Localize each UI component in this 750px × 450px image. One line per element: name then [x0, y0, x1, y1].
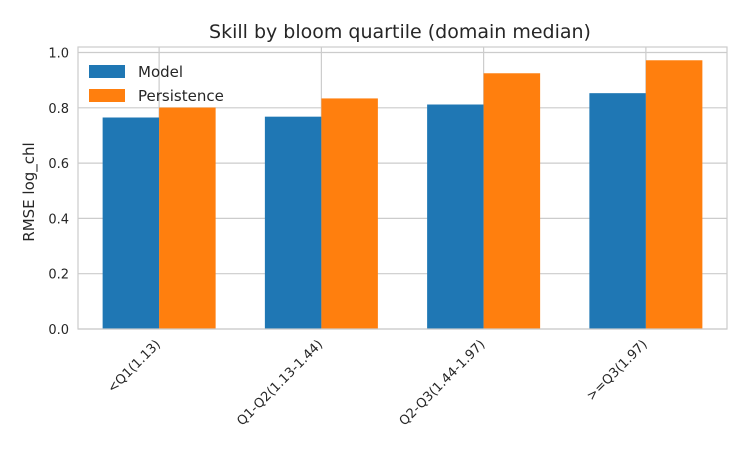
bar-model-3 [589, 93, 646, 329]
chart-title: Skill by bloom quartile (domain median) [209, 21, 591, 43]
bar-model-1 [264, 116, 322, 329]
bar-persistence-3 [645, 60, 703, 329]
y-tick-label: 0.8 [48, 102, 69, 117]
x-tick-label: >=Q3(1.97) [584, 337, 651, 404]
legend-label-model: Model [138, 63, 183, 81]
y-tick-label: 0.6 [48, 157, 69, 172]
bar-persistence-2 [483, 73, 541, 329]
legend-swatch-model [89, 65, 125, 78]
bar-model-2 [427, 104, 484, 329]
x-tick-label: Q1-Q2(1.13-1.44) [234, 337, 326, 429]
bar-persistence-1 [321, 98, 378, 330]
y-tick-label: 0.0 [48, 323, 69, 338]
x-tick-label: <Q1(1.13) [105, 337, 164, 396]
plot-frame [77, 46, 728, 330]
legend-label-persistence: Persistence [138, 87, 224, 105]
bar-persistence-0 [159, 107, 216, 329]
y-tick-label: 0.2 [48, 268, 69, 283]
y-tick-label: 0.4 [48, 212, 69, 227]
legend-swatch-persistence [89, 89, 125, 102]
legend: Model Persistence [89, 63, 224, 105]
bar-model-0 [102, 117, 160, 329]
y-axis-label: RMSE log_chl [20, 142, 39, 241]
x-tick-label: Q2-Q3(1.44-1.97) [397, 337, 489, 429]
bars [102, 60, 703, 330]
y-tick-label: 1.0 [48, 47, 69, 62]
